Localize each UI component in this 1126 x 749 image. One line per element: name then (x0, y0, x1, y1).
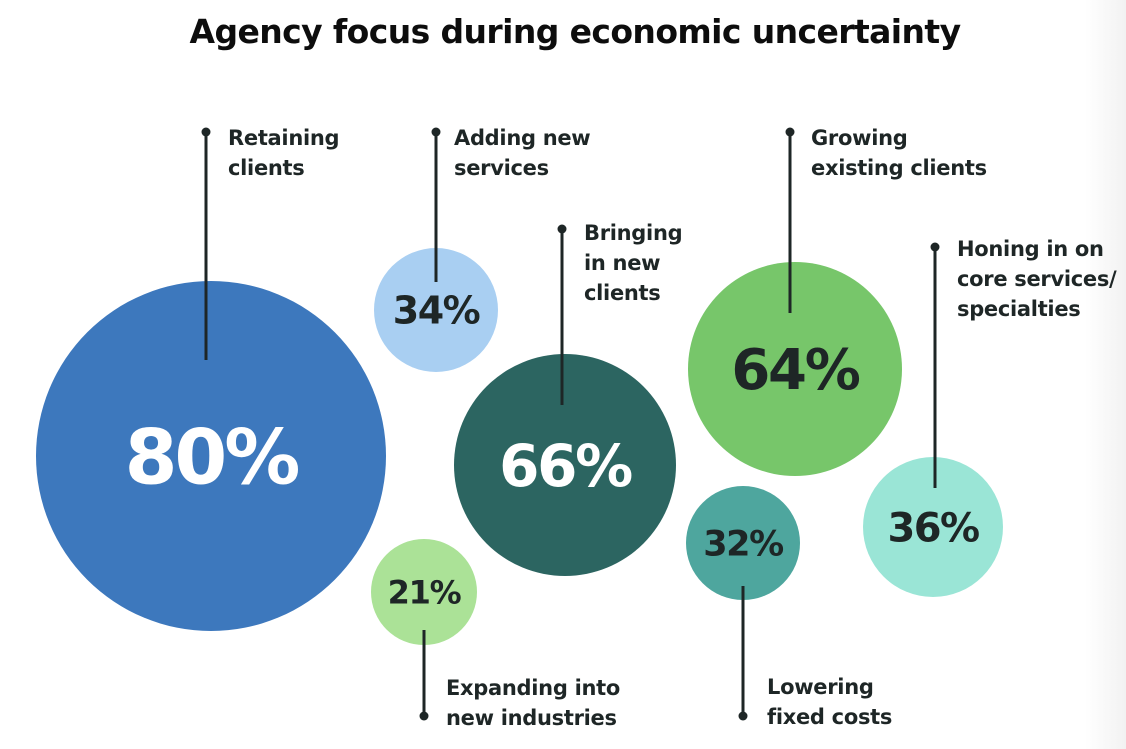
leader-dot-bringing-in-new-clients (557, 224, 567, 234)
bubble-expanding-into-new-industries: 21% (371, 539, 477, 721)
label-line: Bringing (584, 221, 683, 245)
bubble-value-lowering-fixed-costs: 32% (703, 525, 783, 565)
bubble-value-expanding-into-new-industries: 21% (388, 574, 462, 612)
label-retaining-clients: Retaining clients (228, 123, 340, 183)
bubble-circle-retaining-clients (36, 281, 386, 631)
bubble-honing-in-on-core-services-specialties: 36% (863, 242, 1003, 597)
leader-dot-retaining-clients (201, 127, 211, 137)
bubble-value-bringing-in-new-clients: 66% (499, 432, 632, 500)
label-line: clients (584, 281, 661, 305)
label-line: new industries (446, 706, 617, 730)
label-line: Expanding into (446, 676, 620, 700)
label-line: specialties (957, 297, 1081, 321)
label-line: fixed costs (767, 705, 893, 729)
bubble-value-retaining-clients: 80% (125, 412, 299, 501)
label-growing-existing-clients: Growing existing clients (811, 123, 987, 183)
bubble-circle-lowering-fixed-costs (686, 486, 800, 600)
bubble-bringing-in-new-clients: 66% (454, 224, 676, 576)
leader-dot-adding-new-services (431, 127, 441, 137)
bubble-circle-adding-new-services (374, 248, 498, 372)
label-line: clients (228, 156, 305, 180)
bubble-circle-honing-in-on-core-services-specialties (863, 457, 1003, 597)
bubble-lowering-fixed-costs: 32% (686, 486, 800, 721)
label-line: core services/ (957, 267, 1117, 291)
bubble-value-honing-in-on-core-services-specialties: 36% (888, 505, 979, 551)
label-line: in new (584, 251, 661, 275)
label-line: existing clients (811, 156, 987, 180)
bubble-retaining-clients: 80% (36, 127, 386, 631)
label-line: services (454, 156, 549, 180)
leader-dot-expanding-into-new-industries (419, 711, 429, 721)
label-expanding-into-new-industries: Expanding into new industries (446, 673, 620, 733)
bubble-growing-existing-clients: 64% (688, 127, 902, 476)
bubble-circle-bringing-in-new-clients (454, 354, 676, 576)
leader-dot-honing-in-on-core-services-specialties (930, 242, 940, 252)
label-adding-new-services: Adding new services (454, 123, 591, 183)
bubble-circle-growing-existing-clients (688, 262, 902, 476)
label-line: Honing in on (957, 237, 1104, 261)
label-honing-in-on-core-services-specialties: Honing in on core services/specialties (957, 234, 1117, 324)
label-line: Lowering (767, 675, 874, 699)
leader-dot-lowering-fixed-costs (738, 711, 748, 721)
bubble-value-growing-existing-clients: 64% (731, 338, 859, 403)
label-line: Retaining (228, 126, 340, 150)
bubble-value-adding-new-services: 34% (393, 289, 480, 333)
label-line: Growing (811, 126, 908, 150)
bubble-adding-new-services: 34% (374, 127, 498, 372)
label-lowering-fixed-costs: Lowering fixed costs (767, 672, 892, 732)
label-bringing-in-new-clients: Bringing in new clients (584, 218, 683, 308)
bubble-circle-expanding-into-new-industries (371, 539, 477, 645)
chart-title: Agency focus during economic uncertainty (189, 12, 962, 51)
leader-dot-growing-existing-clients (785, 127, 795, 137)
label-line: Adding new (454, 126, 591, 150)
